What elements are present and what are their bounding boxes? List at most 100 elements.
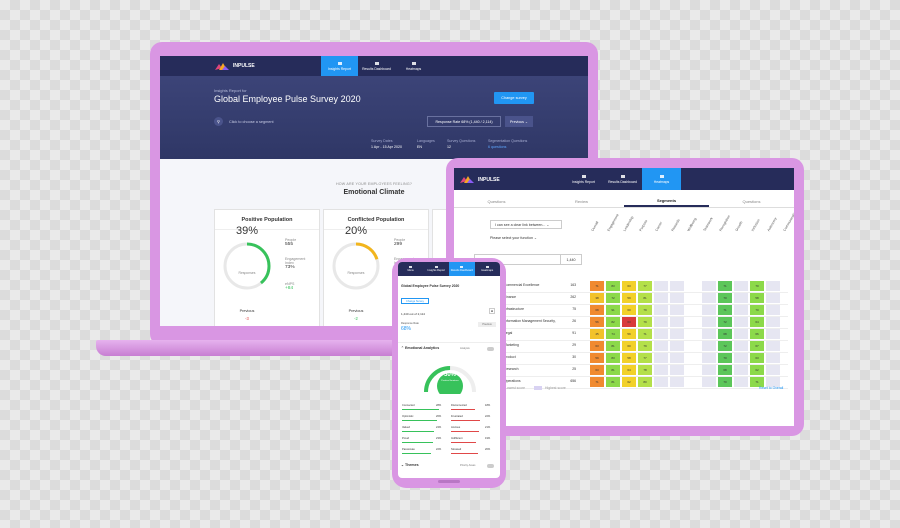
heatmap-cell[interactable]	[686, 293, 700, 303]
tab-heatmaps[interactable]: Heatmaps	[642, 168, 681, 190]
heatmap-cell[interactable]: 82	[606, 317, 620, 327]
priority-toggle[interactable]	[487, 464, 494, 468]
heatmap-cell[interactable]: 70	[718, 293, 732, 303]
heatmap-cell[interactable]	[782, 317, 794, 327]
heatmap-cell[interactable]: 91	[606, 305, 620, 315]
subtab-review[interactable]: Review	[574, 199, 589, 204]
heatmap-cell[interactable]	[766, 365, 780, 375]
segment-row-label[interactable]: Operations	[504, 379, 521, 383]
heatmap-cell[interactable]: 72	[718, 317, 732, 327]
heatmap-cell[interactable]: 68	[718, 365, 732, 375]
heatmap-cell[interactable]: 71	[638, 329, 652, 339]
heatmap-cell[interactable]: 63	[622, 281, 636, 291]
heatmap-cell[interactable]	[654, 329, 668, 339]
segment-row-label[interactable]: Information Management Security,	[504, 319, 556, 323]
heatmap-cell[interactable]: 59	[622, 329, 636, 339]
heatmap-cell[interactable]: 59	[590, 353, 604, 363]
heatmap-cell[interactable]	[782, 329, 794, 339]
heatmap-cell[interactable]	[702, 353, 716, 363]
heatmap-cell[interactable]: 63	[590, 341, 604, 351]
heatmap-cell[interactable]	[734, 341, 748, 351]
heatmap-cell[interactable]	[702, 377, 716, 387]
heatmap-cell[interactable]	[782, 365, 794, 375]
info-icon[interactable]: ⊕	[489, 308, 495, 314]
heatmap-cell[interactable]: 81	[606, 341, 620, 351]
heatmap-cell[interactable]	[766, 329, 780, 339]
heatmap-cell[interactable]	[734, 329, 748, 339]
heatmap-cell[interactable]: 79	[638, 341, 652, 351]
heatmap-cell[interactable]: 80	[638, 377, 652, 387]
heatmap-cell[interactable]	[766, 353, 780, 363]
tab-results-dashboard[interactable]: Results Dashboard	[449, 262, 475, 276]
heatmap-cell[interactable]	[702, 317, 716, 327]
heatmap-cell[interactable]	[702, 365, 716, 375]
heatmap-cell[interactable]	[766, 341, 780, 351]
heatmap-cell[interactable]: 60	[622, 341, 636, 351]
previous-button[interactable]: Previous ⌄	[505, 116, 533, 127]
heatmap-cell[interactable]	[686, 281, 700, 291]
heatmap-cell[interactable]: 77	[638, 353, 652, 363]
heatmap-cell[interactable]	[654, 305, 668, 315]
previous-button[interactable]: Previous	[478, 322, 496, 327]
heatmap-cell[interactable]	[670, 305, 684, 315]
heatmap-cell[interactable]: 71	[590, 281, 604, 291]
heatmap-cell[interactable]	[686, 317, 700, 327]
segment-row-label[interactable]: Marketing	[504, 343, 519, 347]
positive-population-card[interactable]: Positive Population 39% Responses People…	[214, 209, 320, 326]
heatmap-cell[interactable]: 77	[638, 281, 652, 291]
heatmap-cell[interactable]: 63	[750, 353, 764, 363]
heatmap-cell[interactable]	[654, 377, 668, 387]
heatmap-cell[interactable]	[670, 293, 684, 303]
heatmap-cell[interactable]	[734, 293, 748, 303]
heatmap-cell[interactable]: 68	[718, 329, 732, 339]
heatmap-cell[interactable]	[734, 353, 748, 363]
heatmap-cell[interactable]: 71	[750, 377, 764, 387]
heatmap-cell[interactable]: 67	[750, 341, 764, 351]
heatmap-cell[interactable]	[670, 353, 684, 363]
subtab-segments[interactable]: Segments	[624, 196, 709, 207]
heatmap-cell[interactable]	[670, 329, 684, 339]
heatmap-cell[interactable]: 81	[606, 377, 620, 387]
heatmap-cell[interactable]: 66	[750, 329, 764, 339]
heatmap-cell[interactable]	[766, 317, 780, 327]
heatmap-cell[interactable]	[734, 377, 748, 387]
heatmap-cell[interactable]: 68	[590, 305, 604, 315]
question-filter-select[interactable]: I can see a clear link between... ⌄	[490, 220, 562, 229]
heatmap-cell[interactable]: 74	[606, 329, 620, 339]
reset-to-overall-link[interactable]: Reset to Overall	[759, 386, 784, 390]
heatmap-cell[interactable]: 60	[622, 305, 636, 315]
tab-heatmaps[interactable]: Heatmaps	[395, 56, 432, 76]
heatmap-cell[interactable]	[686, 365, 700, 375]
heatmap-cell[interactable]: 79	[638, 305, 652, 315]
heatmap-cell[interactable]	[702, 341, 716, 351]
heatmap-cell[interactable]	[782, 377, 794, 387]
segment-row-label[interactable]: Legal	[504, 331, 513, 335]
heatmap-cell[interactable]: 62	[622, 377, 636, 387]
subtab-questions[interactable]: Questions	[487, 199, 506, 204]
heatmap-cell[interactable]	[686, 377, 700, 387]
heatmap-cell[interactable]	[654, 281, 668, 291]
heatmap-cell[interactable]: 83	[606, 281, 620, 291]
heatmap-cell[interactable]: 83	[606, 353, 620, 363]
segment-chooser[interactable]: ⚲ Click to choose a segment	[214, 117, 274, 126]
segment-row-label[interactable]: Product	[504, 355, 516, 359]
segment-row-label[interactable]: Research	[504, 367, 519, 371]
heatmap-cell[interactable]	[702, 329, 716, 339]
heatmap-cell[interactable]	[766, 281, 780, 291]
heatmap-cell[interactable]	[654, 365, 668, 375]
heatmap-cell[interactable]	[782, 341, 794, 351]
heatmap-cell[interactable]	[734, 305, 748, 315]
heatmap-cell[interactable]: 64	[622, 365, 636, 375]
heatmap-cell[interactable]: 62	[750, 365, 764, 375]
heatmap-cell[interactable]: 70	[750, 281, 764, 291]
segment-row-label[interactable]: Finance	[504, 295, 517, 299]
heatmap-cell[interactable]: 70	[718, 377, 732, 387]
heatmap-cell[interactable]	[670, 365, 684, 375]
brand-logo[interactable]: INPULSE	[460, 176, 500, 183]
heatmap-cell[interactable]: 64	[750, 317, 764, 327]
tab-results-dashboard[interactable]: Results Dashboard	[358, 56, 395, 76]
heatmap-cell[interactable]	[670, 281, 684, 291]
heatmap-cell[interactable]	[782, 281, 794, 291]
tab-menu[interactable]: Menu	[398, 262, 424, 276]
heatmap-cell[interactable]	[734, 281, 748, 291]
